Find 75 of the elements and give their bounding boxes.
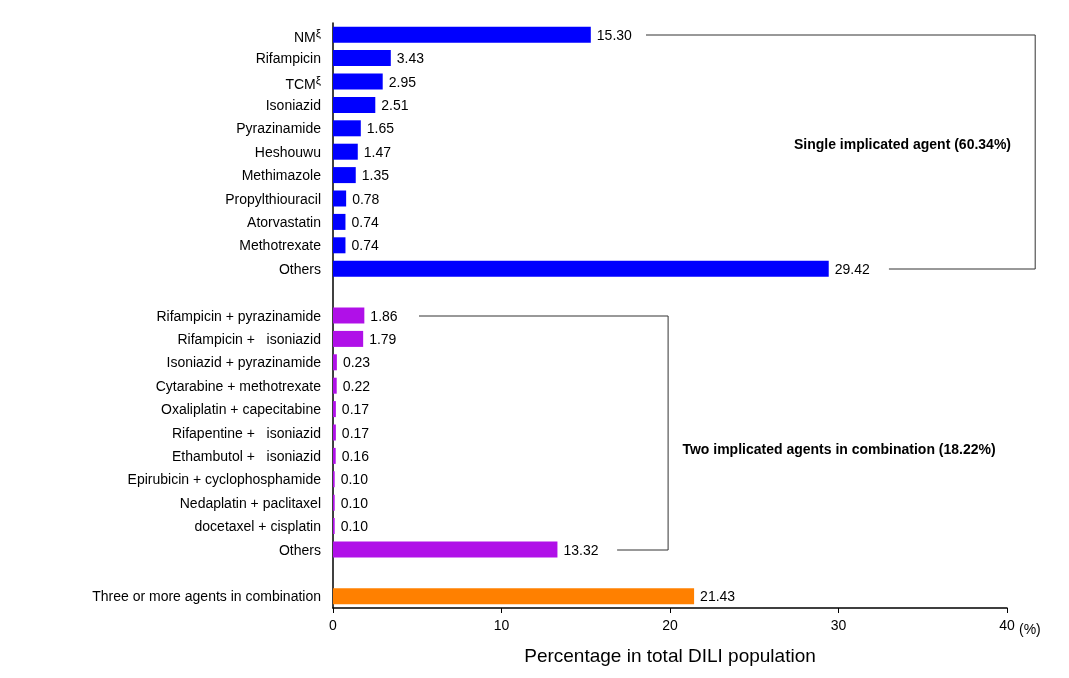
y-tick-label: Methimazole (241, 167, 321, 184)
y-tick-label: Methotrexate (239, 237, 321, 254)
y-tick-label: Rifampicin + pyrazinamide (156, 307, 321, 324)
y-tick-label: Isoniazid + pyrazinamide (166, 354, 321, 371)
y-tick-label: Epirubicin + cyclophosphamide (127, 471, 321, 488)
y-tick-label: Propylthiouracil (225, 190, 321, 207)
y-tick-label: Three or more agents in combination (92, 588, 321, 605)
data-label: 0.17 (341, 401, 370, 418)
text: (%) (1019, 621, 1041, 637)
annotation: Two implicated agents in combination (18.22%) (682, 440, 996, 457)
data-label: 21.43 (700, 588, 736, 605)
data-label: 2.95 (388, 73, 417, 90)
data-label: 0.22 (342, 377, 371, 394)
x-tick-label: 40 (999, 617, 1015, 633)
bar (333, 424, 336, 441)
data-label: 0.10 (340, 494, 369, 511)
data-label: 0.74 (351, 213, 379, 230)
bar (333, 120, 361, 137)
bar (333, 190, 347, 207)
data-label: 0.16 (341, 447, 370, 464)
bar (333, 541, 558, 558)
data-label: 0.17 (341, 424, 370, 441)
x-tick-label: 20 (662, 617, 678, 633)
y-tick-label: Atorvastatin (247, 213, 321, 230)
bar (333, 377, 337, 394)
y-tick-label: Pyrazinamide (236, 120, 321, 137)
y-tick-label: Nedaplatin + paclitaxel (179, 494, 321, 511)
bar (333, 588, 695, 605)
y-tick-label: Rifampicin + isoniazid (177, 330, 321, 347)
data-label: 2.51 (381, 96, 409, 113)
y-tick-label: Isoniazid (265, 96, 321, 113)
data-label: 1.35 (361, 167, 390, 184)
x-tick-label: 10 (493, 617, 510, 633)
bar (333, 447, 336, 464)
y-tick-label: Oxaliplatin + capecitabine (161, 401, 321, 418)
annotation: Single implicated agent (60.34%) (793, 135, 1011, 152)
x-tick-label: 0 (329, 617, 338, 633)
bar (333, 354, 337, 371)
bar (333, 307, 365, 324)
y-tick-label: NM$^{ξ}$ (293, 24, 321, 46)
data-label: 0.23 (342, 354, 371, 371)
x-axis-title: Percentage in total DILI population (524, 645, 816, 666)
y-tick-label: Others (278, 541, 321, 558)
y-tick-label: Heshouwu (254, 143, 321, 160)
y-tick-label: Ethambutol + isoniazid (171, 447, 321, 464)
data-label: 29.42 (834, 260, 870, 277)
y-tick-label: Others (278, 260, 321, 277)
y-tick-label: docetaxel + cisplatin (194, 518, 321, 535)
x-tick-label: 30 (830, 617, 847, 633)
bar (333, 401, 336, 418)
y-tick-label: Rifampicin (255, 50, 321, 67)
data-label: 0.10 (340, 518, 369, 535)
data-label: 0.74 (351, 237, 379, 254)
bar (333, 50, 391, 67)
bar (333, 330, 364, 347)
bar (333, 260, 829, 277)
bar (333, 96, 376, 113)
y-tick-label: Rifapentine + isoniazid (171, 424, 321, 441)
bar (333, 73, 383, 90)
bar (333, 237, 346, 254)
bar (333, 167, 356, 184)
data-label: 1.47 (363, 143, 392, 160)
data-label: 15.30 (596, 26, 633, 43)
data-label: 13.32 (563, 541, 599, 558)
bar (333, 143, 358, 160)
data-label: 0.10 (340, 471, 369, 488)
data-label: 0.78 (352, 190, 380, 207)
data-label: 3.43 (396, 50, 425, 67)
data-label: 1.65 (366, 120, 395, 137)
bar (333, 213, 346, 230)
data-label: 1.86 (370, 307, 398, 324)
y-tick-label: TCM$^{ξ}$ (285, 71, 321, 92)
y-tick-label: Cytarabine + methotrexate (155, 377, 321, 394)
bar (333, 26, 591, 43)
data-label: 1.79 (369, 330, 397, 347)
